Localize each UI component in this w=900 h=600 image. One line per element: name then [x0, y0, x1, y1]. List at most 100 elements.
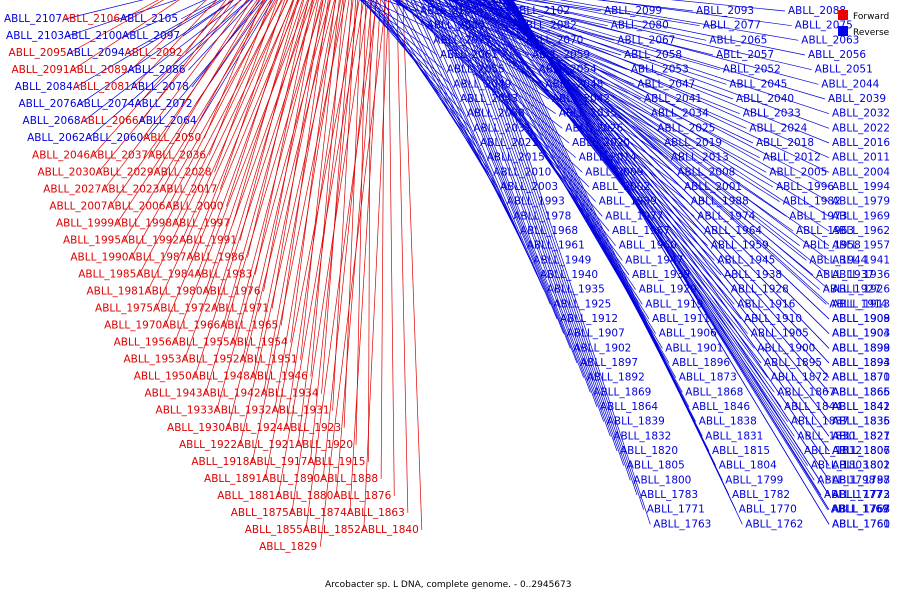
gene-label: ABLL_2030	[37, 166, 95, 178]
gene-label: ABLL_1933	[156, 405, 214, 417]
gene-label: ABLL_1915	[307, 456, 365, 468]
gene-label: ABLL_1902	[573, 342, 631, 354]
gene-label: ABLL_2061	[440, 49, 498, 61]
gene-label: ABLL_2081	[73, 81, 131, 93]
gene-label: ABLL_1900	[757, 342, 815, 354]
gene-label: ABLL_2025	[657, 122, 715, 134]
gene-label: ABLL_1921	[237, 439, 295, 451]
gene-label: ABLL_2038	[467, 108, 525, 120]
gene-label: ABLL_1995	[63, 234, 121, 246]
gene-label: ABLL_1940	[540, 269, 598, 281]
gene-label: ABLL_1947	[625, 254, 683, 266]
gene-label: ABLL_1840	[361, 524, 419, 536]
label-connector	[291, 0, 369, 513]
label-connector	[355, 0, 366, 445]
gene-label: ABLL_2085	[427, 20, 485, 32]
gene-label: ABLL_1777	[824, 489, 882, 501]
label-connector	[247, 0, 309, 258]
label-connector	[130, 0, 207, 71]
gene-label: ABLL_1836	[832, 416, 890, 428]
gene-label: ABLL_2037	[90, 149, 148, 161]
label-connector	[472, 0, 644, 510]
gene-label: ABLL_2001	[684, 181, 742, 193]
label-connector	[540, 0, 700, 27]
label-connector	[475, 0, 830, 246]
label-connector	[512, 0, 830, 525]
gene-label: ABLL_1966	[162, 320, 220, 332]
label-connector	[310, 0, 345, 377]
gene-label: ABLL_1955	[172, 337, 230, 349]
label-connector	[475, 0, 651, 525]
legend-reverse-swatch	[838, 26, 848, 36]
gene-label: ABLL_1868	[685, 386, 743, 398]
gene-label: ABLL_1941	[832, 254, 890, 266]
gene-label: ABLL_2045	[729, 78, 787, 90]
label-connector	[422, 0, 648, 114]
gene-label: ABLL_1934	[260, 388, 318, 400]
label-connector	[388, 0, 395, 496]
label-connector	[511, 0, 830, 510]
gene-label: ABLL_1909	[832, 313, 890, 325]
label-connector	[402, 0, 423, 530]
gene-label: ABLL_2035	[559, 108, 617, 120]
label-connector	[470, 0, 742, 320]
gene-label: ABLL_2092	[125, 47, 183, 59]
label-connector	[499, 0, 830, 393]
gene-label: ABLL_1875	[231, 507, 289, 519]
gene-label: ABLL_1977	[605, 210, 663, 222]
label-connector	[66, 0, 178, 37]
gene-label: ABLL_2094	[67, 47, 125, 59]
label-connector	[512, 0, 812, 71]
label-connector	[188, 0, 254, 71]
label-connector	[242, 0, 327, 360]
label-connector	[263, 0, 337, 394]
gene-label: ABLL_1972	[153, 303, 211, 315]
label-connector	[506, 0, 830, 452]
gene-label: ABLL_2040	[736, 93, 794, 105]
genome-caption: Arcobacter sp. L DNA, complete genome. -…	[325, 580, 571, 590]
gene-label: ABLL_2050	[143, 132, 201, 144]
label-connector	[199, 0, 274, 122]
label-connector	[203, 0, 264, 139]
gene-label: ABLL_1920	[295, 439, 353, 451]
gene-label: ABLL_2106	[62, 13, 120, 25]
gene-label: ABLL_1953	[123, 354, 181, 366]
gene-label: ABLL_1944	[809, 254, 867, 266]
label-connector	[492, 0, 830, 349]
gene-label: ABLL_1960	[619, 240, 677, 252]
gene-label: ABLL_2039	[828, 93, 886, 105]
gene-label: ABLL_1970	[104, 320, 162, 332]
label-connector	[319, 0, 387, 548]
gene-label: ABLL_2015	[487, 152, 545, 164]
label-connector	[222, 0, 315, 326]
label-connector	[490, 0, 782, 408]
gene-label: ABLL_1954	[230, 337, 288, 349]
gene-label: ABLL_2077	[703, 20, 761, 32]
label-connector	[489, 0, 826, 100]
label-connector	[429, 0, 564, 334]
gene-label: ABLL_1812	[804, 445, 862, 457]
gene-label: ABLL_2049	[453, 78, 511, 90]
gene-label: ABLL_1979	[832, 196, 890, 208]
gene-label: ABLL_1832	[613, 430, 671, 442]
gene-label: ABLL_1891	[204, 473, 262, 485]
label-connector	[376, 0, 498, 188]
legend: Forward Reverse	[838, 10, 890, 38]
label-connector	[499, 0, 802, 452]
label-connector	[189, 0, 294, 258]
gene-label: ABLL_1918	[191, 456, 249, 468]
label-connector	[103, 0, 248, 190]
gene-label: ABLL_2080	[611, 20, 669, 32]
label-connector	[343, 0, 363, 428]
label-connector	[419, 0, 551, 305]
gene-label: ABLL_2010	[493, 166, 551, 178]
label-connector	[219, 0, 286, 190]
label-connector	[232, 0, 322, 343]
label-connector	[509, 0, 707, 41]
gene-label: ABLL_1994	[832, 181, 890, 193]
label-connector	[369, 0, 424, 26]
label-connector	[532, 0, 806, 56]
label-connector	[137, 0, 251, 105]
label-connector	[147, 0, 289, 292]
gene-label: ABLL_2023	[101, 183, 159, 195]
